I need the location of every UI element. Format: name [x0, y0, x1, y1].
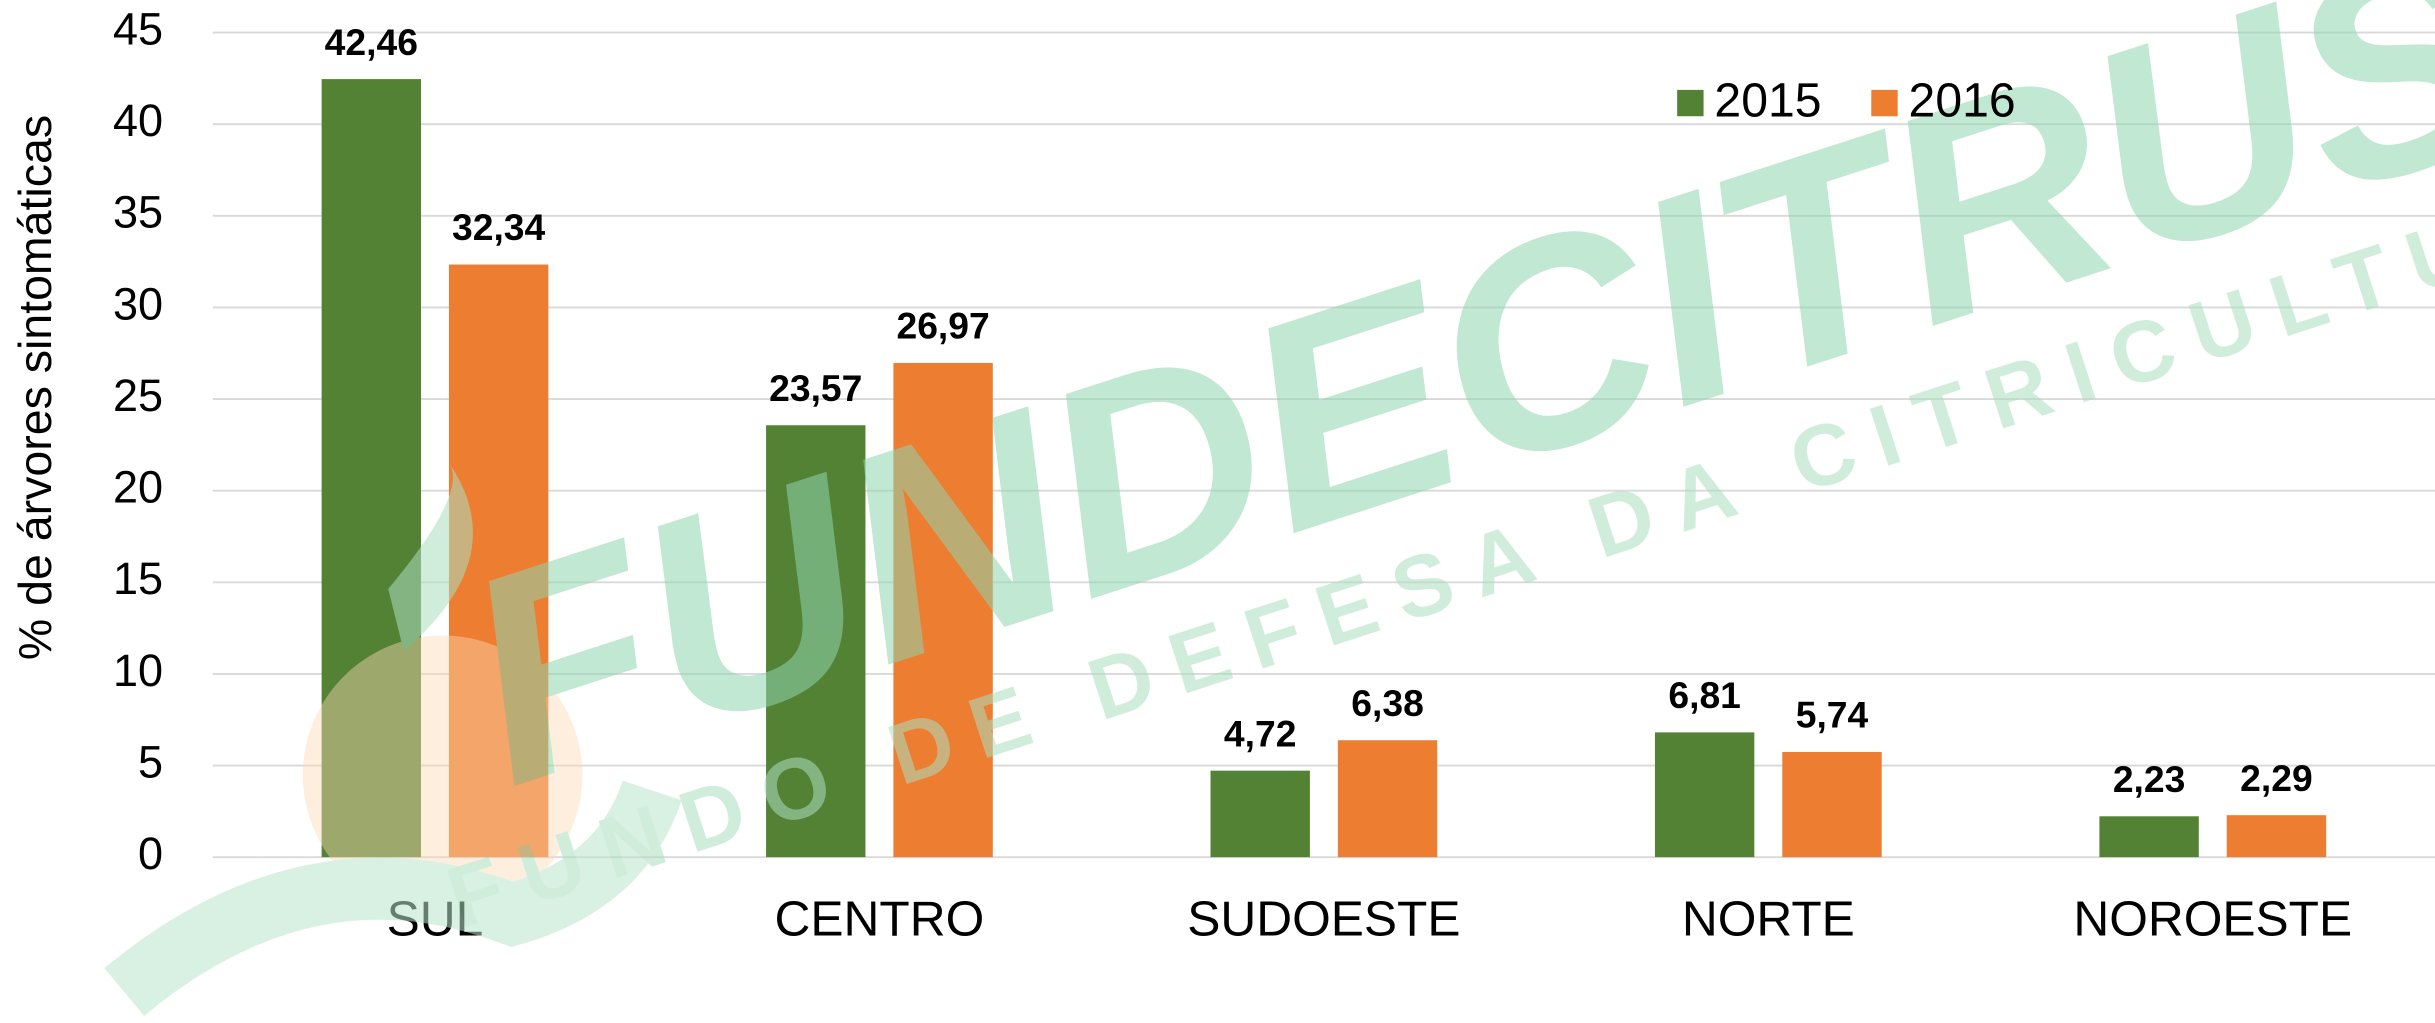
data-label: 2,23 — [2113, 758, 2186, 800]
watermark-shape — [388, 465, 473, 651]
bar — [2226, 815, 2327, 858]
data-label: 6,81 — [1668, 674, 1741, 716]
data-label: 23,57 — [769, 367, 862, 409]
bar — [1782, 751, 1882, 858]
y-tick-label: 10 — [113, 645, 163, 696]
y-tick-label: 5 — [138, 736, 163, 787]
bar — [893, 362, 993, 858]
data-label: 32,34 — [452, 206, 546, 248]
data-label: 42,46 — [325, 21, 418, 63]
y-axis-label: % de árvores sintomáticas — [9, 115, 61, 660]
y-tick-label: 30 — [113, 278, 163, 329]
bar — [1337, 740, 1438, 858]
watermark-shape — [302, 635, 583, 915]
x-tick-label: NORTE — [1682, 890, 1855, 946]
bar — [321, 79, 422, 858]
data-label: 6,38 — [1351, 682, 1424, 724]
y-tick-label: 40 — [113, 95, 163, 146]
y-tick-label: 45 — [113, 3, 163, 54]
legend-swatch — [1871, 89, 1898, 117]
x-tick-label: NOROESTE — [2073, 890, 2352, 946]
watermark-title: FUNDECITRUS — [427, 0, 2435, 847]
data-label: 26,97 — [896, 305, 989, 347]
bar — [1654, 732, 1755, 858]
x-tick-label: CENTRO — [775, 890, 985, 946]
y-tick-label: 15 — [113, 553, 163, 604]
legend-swatch — [1677, 89, 1704, 117]
watermark-shape — [104, 779, 682, 1016]
data-label: 2,29 — [2240, 757, 2313, 799]
legend-label: 2016 — [1909, 74, 2016, 128]
bar — [2099, 816, 2199, 858]
x-tick-label: SUDOESTE — [1187, 890, 1460, 946]
y-tick-label: 0 — [138, 828, 163, 879]
y-tick-label: 20 — [113, 462, 163, 513]
data-label: 5,74 — [1796, 694, 1869, 736]
y-tick-label: 25 — [113, 370, 163, 421]
y-tick-label: 35 — [113, 187, 163, 238]
legend-label: 2015 — [1714, 74, 1821, 128]
bar — [766, 425, 866, 858]
data-label: 4,72 — [1224, 712, 1297, 754]
bar — [1210, 770, 1310, 858]
